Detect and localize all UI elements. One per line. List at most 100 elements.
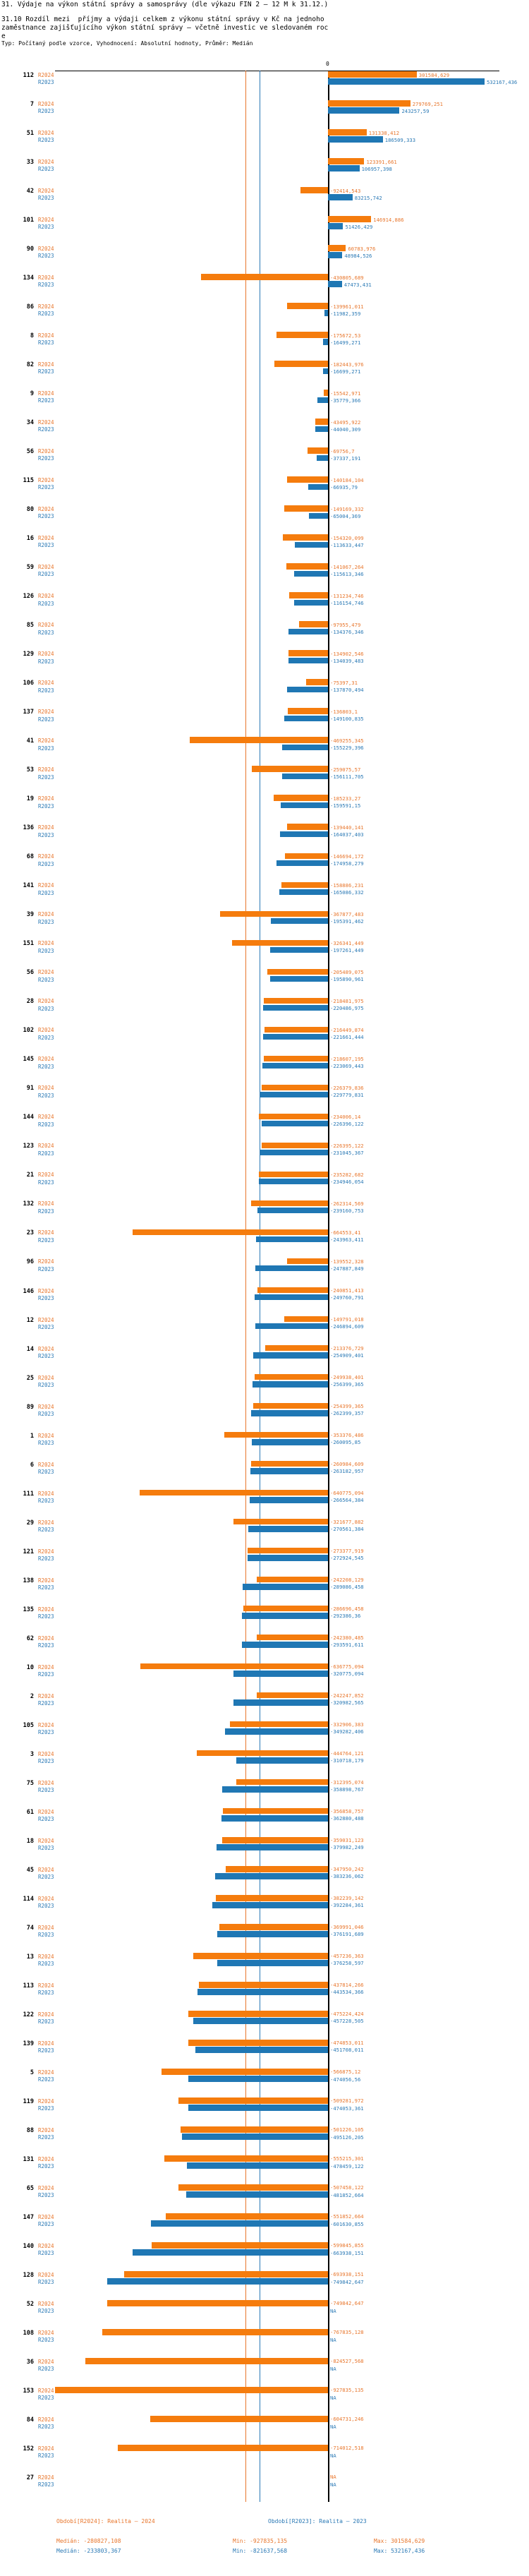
bar-2024: [55, 2387, 328, 2393]
series-label-2024: R2024: [38, 940, 54, 947]
stat-min-2024: Min: -927835,135: [233, 2538, 288, 2544]
row-category-id: 129: [23, 651, 34, 658]
series-label-2024: R2024: [38, 1895, 54, 1902]
bar-2024: [286, 824, 328, 831]
series-label-2024: R2024: [38, 969, 54, 976]
value-label-2024: -240851,413: [330, 1287, 364, 1294]
row-category-id: 126: [23, 593, 34, 601]
value-label-2023: -262399,357: [330, 1410, 364, 1417]
series-label-2024: R2024: [38, 680, 54, 687]
series-label-2024: R2024: [38, 2300, 54, 2307]
series-label-2024: R2024: [38, 1287, 54, 1294]
value-label-2024: -469255,345: [330, 737, 364, 744]
series-label-2023: R2023: [38, 2250, 54, 2257]
bar-2024: [257, 1287, 328, 1294]
bar-2024: [261, 1142, 328, 1149]
row-category-id: 86: [26, 303, 34, 311]
bar-2023: [281, 802, 328, 809]
series-label-2023: R2023: [38, 1728, 54, 1735]
value-label-2024: -185233,27: [330, 795, 361, 802]
row-category-id: 53: [26, 766, 34, 774]
series-label-2023: R2023: [38, 716, 54, 723]
series-label-2024: R2024: [38, 275, 54, 282]
series-label-2024: R2024: [38, 882, 54, 889]
value-label-2024: -604731,246: [330, 2416, 364, 2423]
series-label-2024: R2024: [38, 506, 54, 513]
bar-2024: [258, 1171, 328, 1178]
bar-2024: [328, 216, 372, 222]
bar-2024: [281, 881, 328, 889]
row-category-id: 27: [26, 2474, 34, 2481]
row-category-id: 10: [26, 1663, 34, 1671]
series-label-2024: R2024: [38, 2097, 54, 2105]
bar-2023: [221, 1815, 328, 1822]
series-label-2023: R2023: [38, 2192, 54, 2199]
bar-2024: [188, 2010, 328, 2017]
chart-row: 56 R2024 R2023 -69756,7 -37337,191: [0, 447, 529, 476]
series-label-2024: R2024: [38, 1490, 54, 1497]
chart-row: 85 R2024 R2023 -97955,479 -134376,346: [0, 620, 529, 649]
value-label-2023: 186509,333: [384, 136, 416, 143]
bar-2024: [247, 1547, 328, 1554]
row-category-id: 65: [26, 2184, 34, 2192]
series-label-2024: R2024: [38, 1779, 54, 1786]
bar-2023: [248, 1525, 328, 1532]
bar-2023: [225, 1728, 328, 1735]
series-label-2023: R2023: [38, 2366, 54, 2373]
value-label-2024: 131338,412: [368, 129, 400, 136]
series-label-2024: R2024: [38, 1403, 54, 1410]
chart-row: 129 R2024 R2023 -134902,546 -134039,483: [0, 649, 529, 678]
bar-2024: [328, 245, 346, 251]
chart-row: 16 R2024 R2023 -154320,099 -113633,447: [0, 534, 529, 562]
value-label-2023: -260095,85: [330, 1439, 361, 1446]
bar-2024: [328, 71, 417, 78]
bar-2023: [187, 2162, 328, 2169]
chart-row: 90 R2024 R2023 60783,976 48984,526: [0, 244, 529, 273]
bar-2024: [178, 2097, 328, 2104]
bar-2023: [276, 860, 328, 867]
value-label-2023: NA: [330, 2307, 336, 2314]
series-label-2023: R2023: [38, 1063, 54, 1070]
series-label-2023: R2023: [38, 282, 54, 289]
series-label-2024: R2024: [38, 1432, 54, 1439]
bar-2024: [139, 1489, 328, 1496]
bar-2024: [253, 1402, 328, 1409]
row-category-id: 151: [23, 940, 34, 948]
bar-2024: [188, 2039, 328, 2046]
value-label-2023: -231045,367: [330, 1150, 364, 1157]
value-label-2024: -475224,424: [330, 2011, 364, 2018]
series-label-2023: R2023: [38, 2047, 54, 2054]
bar-2024: [219, 1923, 328, 1930]
bar-2024: [328, 129, 367, 136]
value-label-2023: -155229,396: [330, 744, 364, 751]
bar-2023: [315, 426, 328, 433]
chart-row: 111 R2024 R2023 -640775,094 -266564,384: [0, 1489, 529, 1518]
value-label-2024: -353376,486: [330, 1432, 364, 1439]
bar-2024: [132, 1229, 328, 1236]
stat-median-2024: Medián: -280827,108: [56, 2538, 121, 2544]
bar-2023: [260, 1149, 328, 1156]
value-label-2023: -247887,849: [330, 1265, 364, 1272]
bar-2024: [305, 679, 328, 686]
bar-2024: [328, 100, 411, 107]
chart-row: 13 R2024 R2023 -457236,363 -376258,597: [0, 1952, 529, 1981]
bar-2023: [294, 541, 328, 548]
value-label-2023: -663938,151: [330, 2249, 364, 2256]
series-label-2023: R2023: [38, 600, 54, 607]
bar-2023: [279, 831, 328, 838]
bar-chart-plot: 0 112 R2024 R2023 301584,629 532167,436 7 R202…: [0, 55, 529, 2504]
series-label-2023: R2023: [38, 2308, 54, 2315]
bar-2023: [236, 1757, 328, 1764]
series-label-2023: R2023: [38, 1034, 54, 1041]
bar-2024: [102, 2329, 328, 2335]
bar-2024: [199, 1981, 328, 1988]
series-label-2024: R2024: [38, 159, 54, 166]
value-label-2023: -270561,384: [330, 1526, 364, 1533]
bar-2024: [328, 158, 365, 164]
row-category-id: 152: [23, 2445, 34, 2452]
row-category-id: 122: [23, 2011, 34, 2018]
series-label-2023: R2023: [38, 1903, 54, 1910]
bar-2023: [261, 1120, 328, 1127]
row-category-id: 123: [23, 1143, 34, 1150]
series-label-2024: R2024: [38, 1172, 54, 1179]
